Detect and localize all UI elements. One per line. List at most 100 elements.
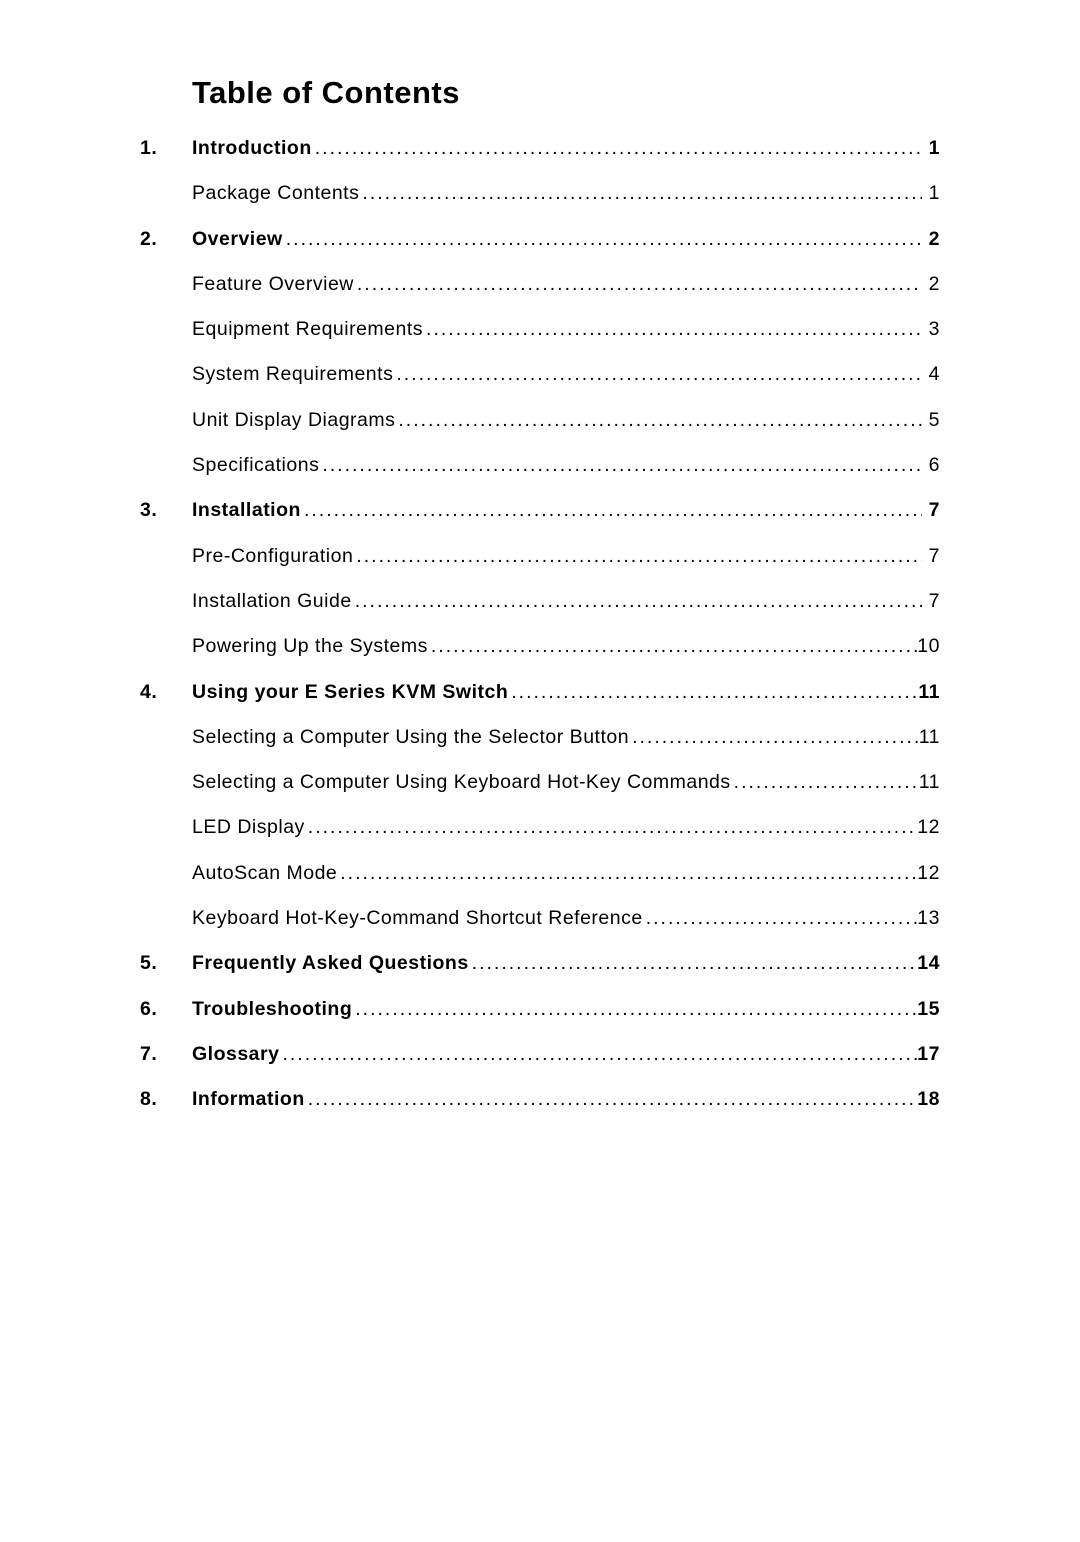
toc-entry-number: 4. [140, 679, 192, 706]
toc-leader-dots: ........................................… [337, 860, 917, 887]
toc-entry: 3.Installation..........................… [140, 497, 940, 524]
toc-leader-dots: ........................................… [428, 633, 917, 660]
toc-entry: 1.Introduction..........................… [140, 135, 940, 162]
toc-leader-dots: ........................................… [508, 679, 918, 706]
toc-entry-number: 7. [140, 1041, 192, 1068]
toc-entry-page: 10 [917, 633, 940, 660]
toc-entry-line: Using your E Series KVM Switch..........… [192, 679, 940, 706]
toc-entry-text: LED Display [192, 814, 305, 841]
toc-entry-page: 11 [919, 769, 940, 796]
toc-entry-page: 14 [917, 950, 940, 977]
toc-entry: Powering Up the Systems.................… [140, 633, 940, 660]
toc-leader-dots: ........................................… [352, 996, 917, 1023]
toc-entry-line: System Requirements.....................… [192, 361, 940, 388]
toc-leader-dots: ........................................… [423, 316, 922, 343]
toc-leader-dots: ........................................… [469, 950, 918, 977]
toc-entry-page: 7 [922, 588, 940, 615]
toc-entry: Pre-Configuration.......................… [140, 543, 940, 570]
toc-entry-text: Pre-Configuration [192, 543, 353, 570]
toc-entry-text: Frequently Asked Questions [192, 950, 469, 977]
toc-entry-line: Unit Display Diagrams...................… [192, 407, 940, 434]
toc-entry-line: Package Contents........................… [192, 180, 940, 207]
toc-entry-line: Information.............................… [192, 1086, 940, 1113]
toc-entry-text: Equipment Requirements [192, 316, 423, 343]
toc-entry-text: Feature Overview [192, 271, 354, 298]
toc-entry-line: AutoScan Mode...........................… [192, 860, 940, 887]
toc-entry-text: Package Contents [192, 180, 359, 207]
toc-entry: 2.Overview..............................… [140, 226, 940, 253]
toc-entry-text: Troubleshooting [192, 996, 352, 1023]
toc-entry-line: Installation Guide......................… [192, 588, 940, 615]
toc-entry-page: 12 [917, 814, 940, 841]
toc-entry: 7.Glossary..............................… [140, 1041, 940, 1068]
toc-entry-line: Selecting a Computer Using the Selector … [192, 724, 940, 751]
toc-entry-text: Selecting a Computer Using Keyboard Hot-… [192, 769, 731, 796]
toc-entry: AutoScan Mode...........................… [140, 860, 940, 887]
toc-entry-line: Feature Overview........................… [192, 271, 940, 298]
toc-entry-line: LED Display.............................… [192, 814, 940, 841]
page-title: Table of Contents [192, 75, 940, 111]
toc-leader-dots: ........................................… [301, 497, 922, 524]
toc-entry: Package Contents........................… [140, 180, 940, 207]
toc-entry-page: 5 [922, 407, 940, 434]
toc-leader-dots: ........................................… [395, 407, 922, 434]
toc-entry-line: Powering Up the Systems.................… [192, 633, 940, 660]
toc-entry-page: 1 [922, 180, 940, 207]
toc-entry-line: Pre-Configuration.......................… [192, 543, 940, 570]
toc-entry-page: 7 [922, 543, 940, 570]
toc-entry-text: Using your E Series KVM Switch [192, 679, 508, 706]
toc-entry-page: 18 [917, 1086, 940, 1113]
toc-entry-page: 11 [919, 724, 940, 751]
toc-leader-dots: ........................................… [279, 1041, 917, 1068]
toc-entry: 6.Troubleshooting.......................… [140, 996, 940, 1023]
toc-entry: 5.Frequently Asked Questions............… [140, 950, 940, 977]
toc-entry-number: 6. [140, 996, 192, 1023]
toc-leader-dots: ........................................… [629, 724, 919, 751]
toc-entry: LED Display.............................… [140, 814, 940, 841]
toc-entry-text: Powering Up the Systems [192, 633, 428, 660]
toc-entry-page: 3 [922, 316, 940, 343]
toc-entry-text: Introduction [192, 135, 312, 162]
toc-entry-line: Frequently Asked Questions..............… [192, 950, 940, 977]
toc-entry-text: Keyboard Hot-Key-Command Shortcut Refere… [192, 905, 643, 932]
toc-leader-dots: ........................................… [305, 1086, 918, 1113]
toc-entry-text: Selecting a Computer Using the Selector … [192, 724, 629, 751]
toc-entry-number: 3. [140, 497, 192, 524]
toc-entry-line: Specifications..........................… [192, 452, 940, 479]
toc-leader-dots: ........................................… [643, 905, 918, 932]
toc-entry-line: Troubleshooting.........................… [192, 996, 940, 1023]
toc-entry-page: 7 [922, 497, 940, 524]
toc-entry-text: System Requirements [192, 361, 393, 388]
toc-entry-page: 11 [918, 679, 940, 706]
toc-entry-number: 5. [140, 950, 192, 977]
table-of-contents: 1.Introduction..........................… [140, 135, 940, 1114]
toc-entry-number: 2. [140, 226, 192, 253]
toc-entry-page: 2 [922, 226, 940, 253]
toc-entry-line: Glossary................................… [192, 1041, 940, 1068]
toc-leader-dots: ........................................… [354, 271, 922, 298]
toc-entry-text: Unit Display Diagrams [192, 407, 395, 434]
toc-entry-text: Glossary [192, 1041, 279, 1068]
toc-leader-dots: ........................................… [312, 135, 922, 162]
toc-entry-number: 8. [140, 1086, 192, 1113]
toc-entry-line: Equipment Requirements..................… [192, 316, 940, 343]
toc-leader-dots: ........................................… [305, 814, 918, 841]
toc-leader-dots: ........................................… [353, 543, 922, 570]
toc-entry-page: 17 [917, 1041, 940, 1068]
toc-leader-dots: ........................................… [352, 588, 922, 615]
toc-entry: 4.Using your E Series KVM Switch........… [140, 679, 940, 706]
toc-entry-page: 15 [917, 996, 940, 1023]
toc-entry-text: Overview [192, 226, 283, 253]
toc-entry: Specifications..........................… [140, 452, 940, 479]
toc-entry-text: Installation [192, 497, 301, 524]
toc-entry-number: 1. [140, 135, 192, 162]
toc-entry-line: Selecting a Computer Using Keyboard Hot-… [192, 769, 940, 796]
toc-entry: Installation Guide......................… [140, 588, 940, 615]
toc-entry-page: 13 [917, 905, 940, 932]
toc-leader-dots: ........................................… [359, 180, 922, 207]
toc-leader-dots: ........................................… [393, 361, 922, 388]
toc-entry-text: Installation Guide [192, 588, 352, 615]
toc-entry-line: Overview................................… [192, 226, 940, 253]
toc-entry-text: Information [192, 1086, 305, 1113]
toc-entry-page: 12 [917, 860, 940, 887]
